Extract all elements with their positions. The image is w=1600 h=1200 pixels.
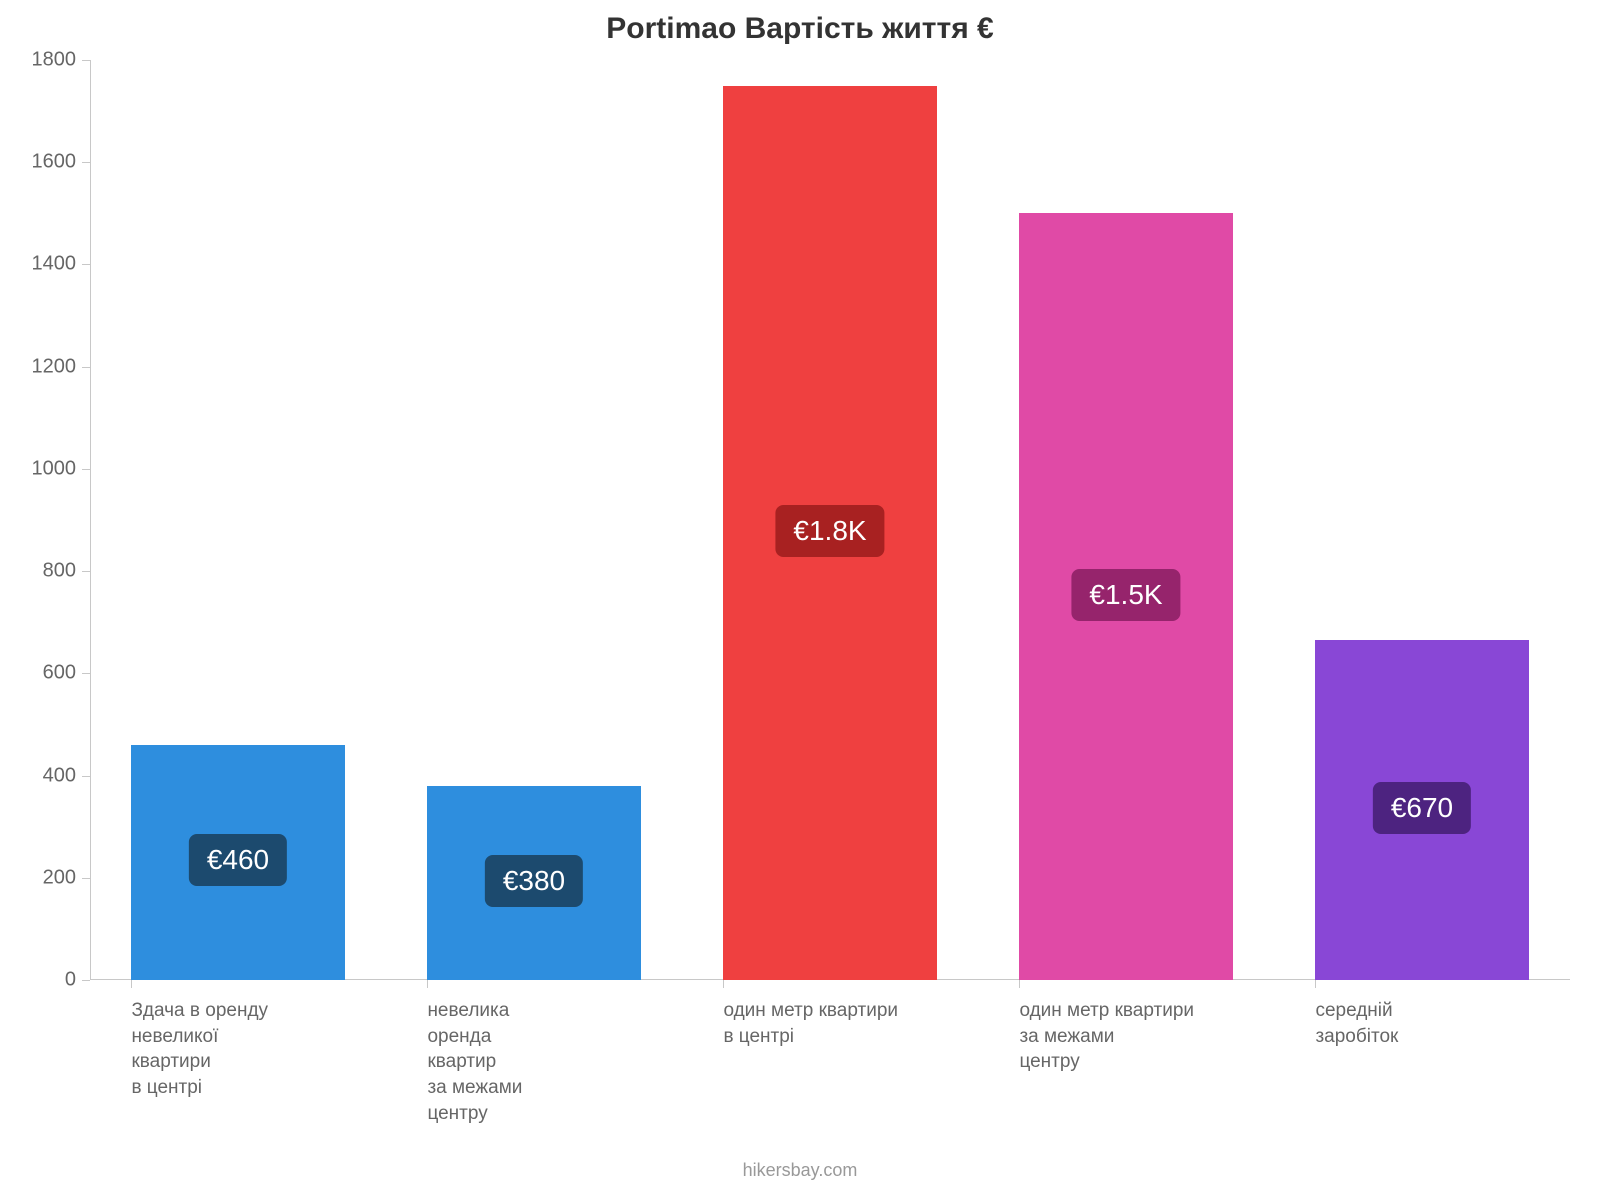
y-tick-label: 400 bbox=[43, 764, 90, 787]
bar: €1.5K bbox=[1019, 213, 1232, 980]
attribution-text: hikersbay.com bbox=[0, 1160, 1600, 1181]
y-tick-label: 0 bbox=[65, 969, 90, 992]
x-tick bbox=[131, 980, 132, 988]
bar-value-badge: €1.8K bbox=[775, 505, 884, 557]
y-tick-label: 600 bbox=[43, 662, 90, 685]
bar-value-badge: €670 bbox=[1373, 782, 1471, 834]
x-tick bbox=[1019, 980, 1020, 988]
bar: €380 bbox=[427, 786, 640, 980]
y-tick-label: 1600 bbox=[32, 151, 91, 174]
y-axis-line bbox=[90, 60, 91, 980]
bar: €1.8K bbox=[723, 86, 936, 980]
y-tick-label: 1200 bbox=[32, 355, 91, 378]
x-category-label: Здача в орендуневеликоїквартирив центрі bbox=[131, 998, 268, 1101]
y-tick-label: 800 bbox=[43, 560, 90, 583]
x-category-label: один метр квартириза межамицентру bbox=[1019, 998, 1194, 1075]
cost-of-living-chart: Portimao Вартість життя € 02004006008001… bbox=[0, 0, 1600, 1200]
bar-value-badge: €1.5K bbox=[1071, 569, 1180, 621]
y-tick-label: 1800 bbox=[32, 49, 91, 72]
y-tick-label: 1000 bbox=[32, 457, 91, 480]
x-category-label: невеликаорендаквартирза межамицентру bbox=[427, 998, 522, 1126]
bar-value-badge: €380 bbox=[485, 855, 583, 907]
y-tick-label: 1400 bbox=[32, 253, 91, 276]
chart-title: Portimao Вартість життя € bbox=[0, 12, 1600, 46]
x-tick bbox=[723, 980, 724, 988]
y-tick-label: 200 bbox=[43, 866, 90, 889]
bar: €670 bbox=[1315, 640, 1528, 980]
x-tick bbox=[1315, 980, 1316, 988]
x-category-label: один метр квартирив центрі bbox=[723, 998, 898, 1049]
x-tick bbox=[427, 980, 428, 988]
bar: €460 bbox=[131, 745, 344, 980]
plot-area: 020040060080010001200140016001800€460Зда… bbox=[90, 60, 1570, 980]
x-category-label: середнійзаробіток bbox=[1315, 998, 1398, 1049]
bar-value-badge: €460 bbox=[189, 834, 287, 886]
